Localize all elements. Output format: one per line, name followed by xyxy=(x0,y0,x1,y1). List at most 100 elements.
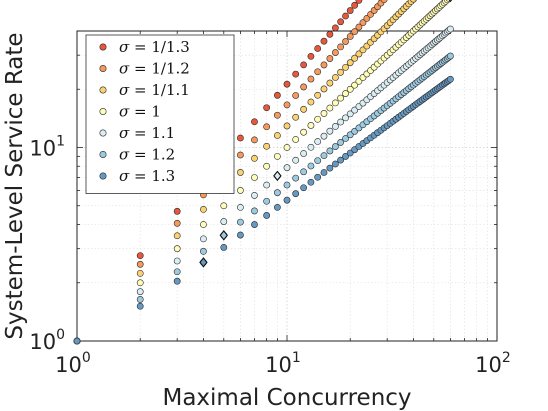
data-point xyxy=(337,43,345,51)
data-point xyxy=(292,174,300,182)
data-point xyxy=(447,75,454,83)
legend-label: σ = 1.1 xyxy=(119,124,175,142)
data-point xyxy=(320,37,328,45)
data-point xyxy=(351,54,359,62)
legend-item: σ = 1.2 xyxy=(99,146,175,164)
legend: σ = 1/1.3 σ = 1/1.2 σ = 1/1.1 σ = 1 σ = 1.1 σ… xyxy=(85,34,235,194)
data-point xyxy=(136,269,144,277)
data-point xyxy=(331,49,339,56)
data-point xyxy=(307,98,315,106)
data-point xyxy=(300,128,308,136)
data-point xyxy=(273,203,281,211)
data-point xyxy=(447,25,454,33)
data-point xyxy=(237,169,244,176)
data-point xyxy=(283,164,291,172)
data-points xyxy=(73,0,454,345)
legend-label: σ = 1/1.2 xyxy=(119,60,190,78)
data-point xyxy=(136,296,144,303)
series-3 xyxy=(73,0,418,345)
data-point xyxy=(220,244,228,251)
y-tick-label: 101 xyxy=(29,133,65,160)
data-point xyxy=(320,152,328,160)
series-7 xyxy=(73,75,454,345)
data-point xyxy=(300,83,308,91)
data-point xyxy=(173,268,181,276)
highlight-marker xyxy=(273,170,282,182)
y-tick-label: 100 xyxy=(29,327,65,354)
data-point xyxy=(263,212,271,219)
data-point xyxy=(342,63,349,71)
data-point xyxy=(273,132,281,139)
data-point xyxy=(251,192,258,199)
data-point xyxy=(283,196,291,204)
data-point xyxy=(380,0,388,4)
data-point xyxy=(220,218,228,225)
legend-box xyxy=(85,34,235,194)
data-point xyxy=(307,178,315,186)
data-point xyxy=(342,12,349,20)
legend-label: σ = 1 xyxy=(119,103,161,121)
data-point xyxy=(359,19,367,27)
legend-item: σ = 1/1.3 xyxy=(99,38,190,56)
data-point xyxy=(173,232,181,240)
data-point xyxy=(346,33,354,40)
data-point xyxy=(351,1,359,9)
data-point xyxy=(292,136,300,143)
data-point xyxy=(237,231,244,239)
data-point xyxy=(355,0,363,4)
data-point xyxy=(251,174,258,181)
x-tick-label: 102 xyxy=(475,350,511,377)
data-point xyxy=(355,50,363,58)
data-point xyxy=(292,70,300,78)
data-point xyxy=(314,157,322,165)
legend-swatch xyxy=(99,172,107,180)
data-point xyxy=(326,104,334,112)
highlight-marker xyxy=(448,0,453,3)
data-point xyxy=(200,235,207,243)
data-point xyxy=(314,45,322,52)
data-point xyxy=(320,132,328,140)
data-point xyxy=(273,91,281,99)
data-point xyxy=(331,24,339,32)
y-axis-title: System-Level Service Rate xyxy=(2,32,28,339)
data-point xyxy=(331,160,339,168)
data-point xyxy=(346,85,354,93)
data-point xyxy=(263,197,271,205)
legend-swatch xyxy=(99,151,107,159)
highlight-marker xyxy=(219,230,229,241)
data-point xyxy=(300,184,308,192)
data-point xyxy=(314,173,322,181)
data-point xyxy=(331,99,339,107)
data-point xyxy=(342,114,349,122)
data-point xyxy=(173,277,181,285)
legend-item: σ = 1.1 xyxy=(99,124,175,142)
data-point xyxy=(200,221,207,228)
data-point xyxy=(314,138,322,145)
data-point xyxy=(273,152,281,160)
data-point xyxy=(200,205,207,213)
data-point xyxy=(337,139,345,146)
data-point xyxy=(342,90,349,97)
data-point xyxy=(220,202,228,210)
data-point xyxy=(307,162,315,170)
data-point xyxy=(251,136,258,144)
data-point xyxy=(337,68,345,76)
data-point xyxy=(292,92,300,99)
legend-item: σ = 1.3 xyxy=(99,167,175,185)
data-point xyxy=(173,207,181,215)
data-point xyxy=(237,203,244,211)
legend-swatch xyxy=(99,65,107,73)
data-point xyxy=(320,61,328,69)
legend-item: σ = 1/1.1 xyxy=(99,81,190,99)
data-point xyxy=(331,143,339,150)
legend-label: σ = 1.3 xyxy=(119,167,175,185)
data-point xyxy=(300,150,308,157)
data-point xyxy=(307,122,315,129)
data-point xyxy=(136,260,144,268)
data-point xyxy=(314,91,322,99)
data-point xyxy=(237,151,244,159)
data-point xyxy=(331,74,339,81)
data-point xyxy=(263,104,271,112)
data-point xyxy=(136,279,144,287)
data-point xyxy=(326,30,334,38)
